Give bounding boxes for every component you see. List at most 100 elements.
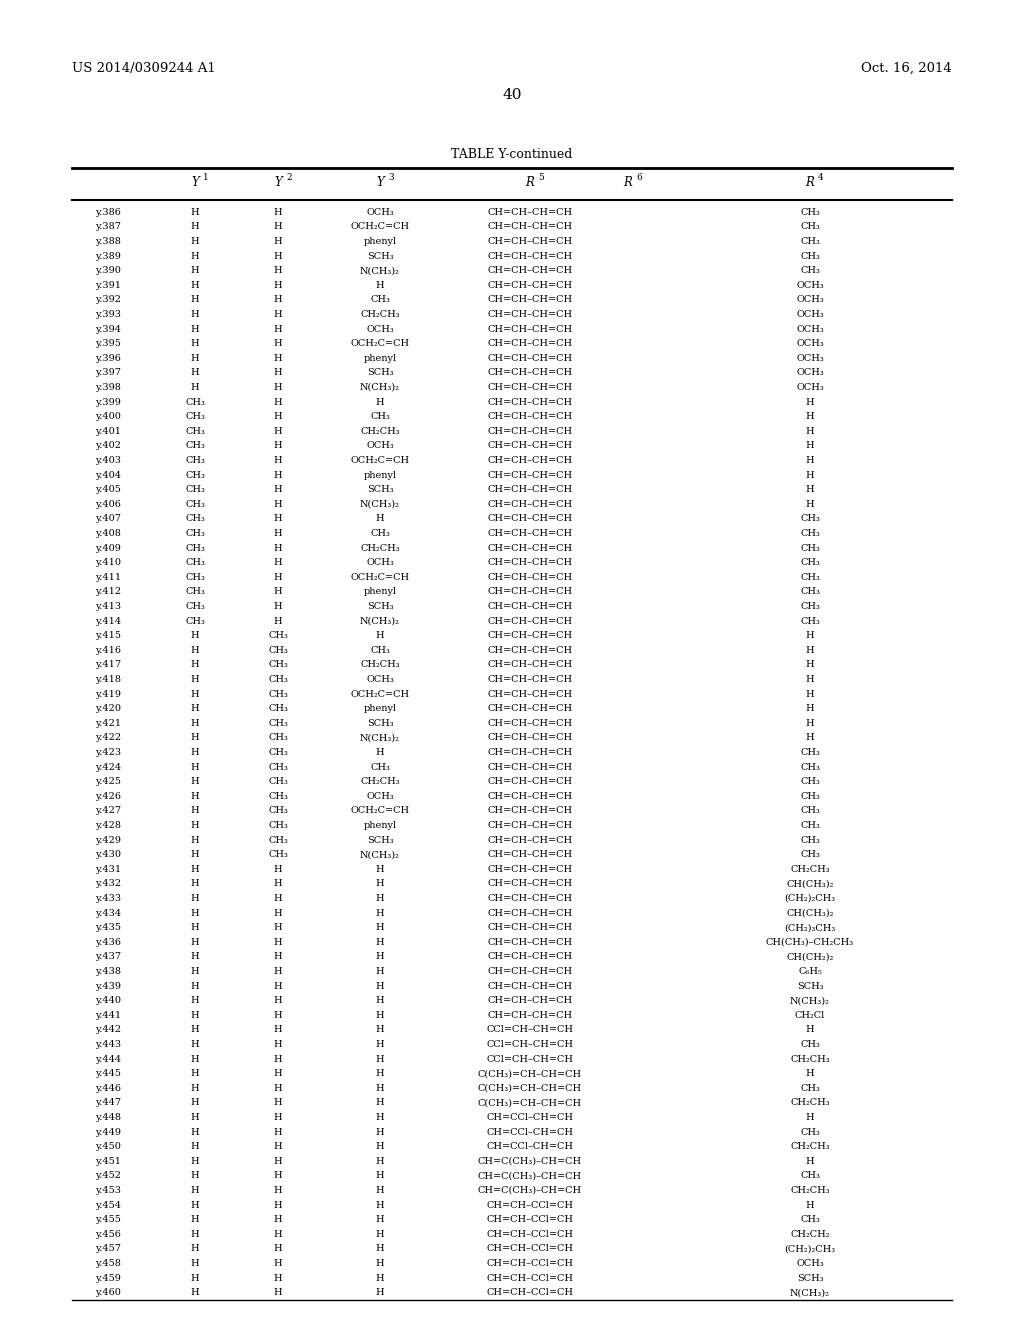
Text: H: H [273,953,283,961]
Text: CH₂CH₃: CH₂CH₃ [791,1098,829,1107]
Text: H: H [190,968,200,975]
Text: y.399: y.399 [95,397,121,407]
Text: CH=CH–CH=CH: CH=CH–CH=CH [487,968,572,975]
Text: y.397: y.397 [95,368,121,378]
Text: CH₂CH₃: CH₂CH₃ [360,544,399,553]
Text: CH₂CH₂: CH₂CH₂ [791,1230,829,1238]
Text: y.459: y.459 [95,1274,121,1283]
Text: H: H [273,937,283,946]
Text: H: H [376,281,384,290]
Text: CH=CH–CH=CH: CH=CH–CH=CH [487,573,572,582]
Text: H: H [190,310,200,319]
Text: y.395: y.395 [95,339,121,348]
Text: H: H [190,296,200,305]
Text: CH=CH–CCl=CH: CH=CH–CCl=CH [486,1274,573,1283]
Text: y.417: y.417 [95,660,121,669]
Text: CH=CH–CH=CH: CH=CH–CH=CH [487,471,572,479]
Text: y.443: y.443 [95,1040,121,1049]
Text: H: H [376,1113,384,1122]
Text: y.453: y.453 [95,1185,121,1195]
Text: OCH₃: OCH₃ [796,383,824,392]
Text: H: H [273,238,283,246]
Text: CH=CH–CH=CH: CH=CH–CH=CH [487,515,572,524]
Text: H: H [273,544,283,553]
Text: H: H [376,1026,384,1035]
Text: y.452: y.452 [95,1171,121,1180]
Text: R: R [525,176,535,189]
Text: CH=CH–CCl=CH: CH=CH–CCl=CH [486,1245,573,1254]
Text: y.422: y.422 [95,734,121,742]
Text: H: H [190,1230,200,1238]
Text: CH₃: CH₃ [800,763,820,772]
Text: OCH₂C=CH: OCH₂C=CH [350,573,410,582]
Text: y.418: y.418 [95,675,121,684]
Text: H: H [273,1288,283,1298]
Text: H: H [376,1040,384,1049]
Text: CH₃: CH₃ [185,544,205,553]
Text: CH=CH–CH=CH: CH=CH–CH=CH [487,602,572,611]
Text: CH=CH–CCl=CH: CH=CH–CCl=CH [486,1230,573,1238]
Text: H: H [190,1216,200,1224]
Text: H: H [806,412,814,421]
Text: CH₃: CH₃ [800,1171,820,1180]
Text: y.458: y.458 [95,1259,121,1269]
Text: CH₃: CH₃ [268,836,288,845]
Text: H: H [190,937,200,946]
Text: y.455: y.455 [95,1216,121,1224]
Text: y.406: y.406 [95,500,121,508]
Text: CH=CH–CH=CH: CH=CH–CH=CH [487,441,572,450]
Text: H: H [273,412,283,421]
Text: SCH₃: SCH₃ [367,836,393,845]
Text: H: H [806,426,814,436]
Text: H: H [190,704,200,713]
Text: H: H [376,1259,384,1269]
Text: OCH₃: OCH₃ [796,339,824,348]
Text: OCH₃: OCH₃ [796,325,824,334]
Text: H: H [273,865,283,874]
Text: CH₃: CH₃ [185,515,205,524]
Text: CH₃: CH₃ [800,587,820,597]
Text: H: H [273,426,283,436]
Text: 5: 5 [538,173,544,181]
Text: CH₂CH₃: CH₂CH₃ [791,1055,829,1064]
Text: CCl=CH–CH=CH: CCl=CH–CH=CH [486,1040,573,1049]
Text: y.403: y.403 [95,455,121,465]
Text: CH=CH–CH=CH: CH=CH–CH=CH [487,953,572,961]
Text: H: H [190,660,200,669]
Text: H: H [376,894,384,903]
Text: H: H [190,267,200,275]
Text: y.410: y.410 [95,558,121,568]
Text: CH=CH–CH=CH: CH=CH–CH=CH [487,908,572,917]
Text: H: H [273,879,283,888]
Text: Y: Y [191,176,199,189]
Text: H: H [376,1288,384,1298]
Text: CH₃: CH₃ [185,558,205,568]
Text: C(CH₃)=CH–CH=CH: C(CH₃)=CH–CH=CH [478,1098,582,1107]
Text: CH₂CH₃: CH₂CH₃ [791,865,829,874]
Text: CH₃: CH₃ [268,675,288,684]
Text: H: H [190,1098,200,1107]
Text: y.446: y.446 [95,1084,121,1093]
Text: OCH₃: OCH₃ [367,441,394,450]
Text: H: H [376,1274,384,1283]
Text: CH₃: CH₃ [185,587,205,597]
Text: CH=CH–CCl=CH: CH=CH–CCl=CH [486,1216,573,1224]
Text: CH=C(CH₃)–CH=CH: CH=C(CH₃)–CH=CH [478,1185,582,1195]
Text: H: H [376,1171,384,1180]
Text: OCH₃: OCH₃ [796,296,824,305]
Text: CH₃: CH₃ [268,850,288,859]
Text: CH=CH–CH=CH: CH=CH–CH=CH [487,252,572,260]
Text: 4: 4 [818,173,823,181]
Text: CH₃: CH₃ [185,616,205,626]
Text: CH₃: CH₃ [800,602,820,611]
Text: y.433: y.433 [95,894,121,903]
Text: H: H [273,1142,283,1151]
Text: CH₃: CH₃ [800,544,820,553]
Text: OCH₃: OCH₃ [796,1259,824,1269]
Text: H: H [806,397,814,407]
Text: US 2014/0309244 A1: US 2014/0309244 A1 [72,62,216,75]
Text: H: H [190,850,200,859]
Text: SCH₃: SCH₃ [797,1274,823,1283]
Text: H: H [273,1274,283,1283]
Text: y.426: y.426 [95,792,121,801]
